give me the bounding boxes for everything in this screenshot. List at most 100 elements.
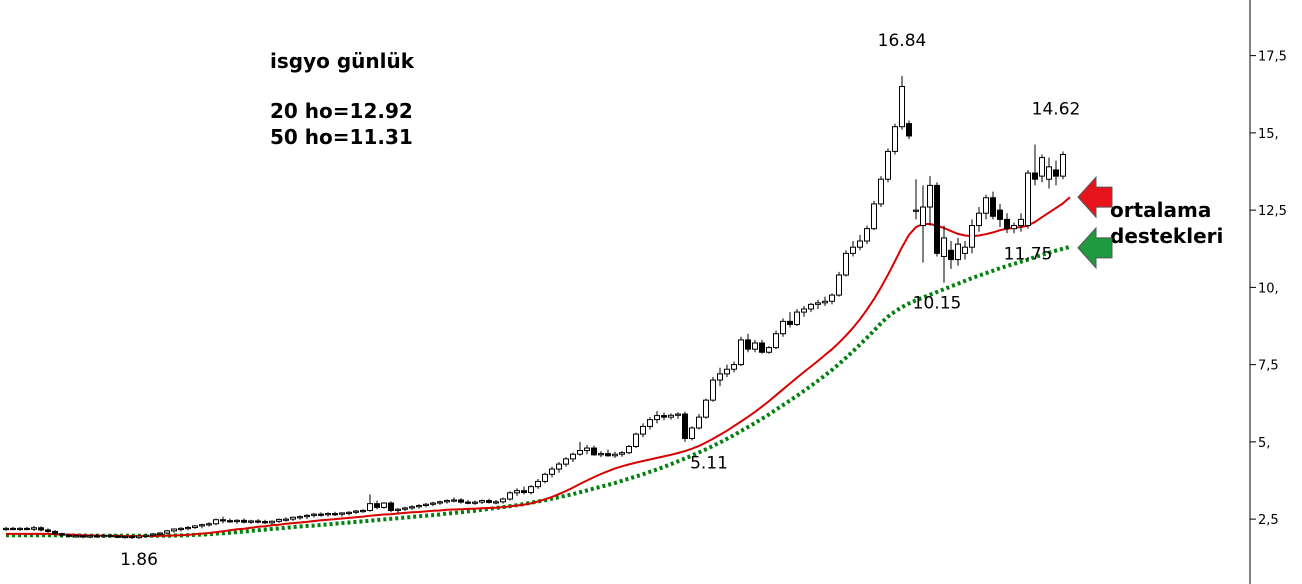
candle-body (360, 509, 366, 513)
candle (360, 509, 366, 513)
candle (24, 526, 30, 531)
candle (1053, 160, 1059, 186)
candle (136, 535, 142, 539)
candle (178, 527, 184, 532)
candle-body (381, 502, 387, 508)
candle-body (52, 530, 58, 535)
candle (647, 417, 653, 430)
candle-body (990, 197, 996, 217)
candle-body (801, 308, 807, 313)
candle (388, 501, 394, 513)
candle (451, 497, 457, 503)
candle-body (178, 527, 184, 531)
candle (598, 451, 604, 458)
candle-body (458, 499, 464, 503)
candle-body (654, 415, 660, 421)
candle-body (416, 505, 422, 508)
candle-body (871, 203, 877, 230)
candle-body (136, 535, 142, 539)
candle-body (325, 513, 331, 516)
candle-body (486, 500, 492, 503)
candle (395, 507, 401, 513)
candle-body (906, 123, 912, 137)
candle-body (346, 511, 352, 515)
candle (52, 529, 58, 536)
candle (276, 518, 282, 523)
candle-body (1039, 157, 1045, 177)
candle-body (836, 274, 842, 296)
candle-body (773, 333, 779, 349)
candle-body (626, 445, 632, 454)
candle (906, 120, 912, 140)
candle-body (731, 364, 737, 370)
candle-body (549, 468, 555, 475)
candle-body (143, 534, 149, 537)
candle (332, 511, 338, 517)
ma50-arrow-icon (1077, 226, 1113, 270)
candle-body (73, 535, 79, 538)
candle-body (38, 527, 44, 531)
candle-body (829, 294, 835, 302)
candle (591, 445, 597, 456)
candle (507, 491, 513, 501)
candle-body (514, 490, 520, 494)
candle-body (430, 502, 436, 505)
candle-body (766, 347, 772, 353)
price-annotation: 10.15 (913, 294, 962, 314)
candle (836, 271, 842, 297)
candle (577, 441, 583, 456)
ma20-label: 20 ho=12.92 (270, 99, 413, 123)
candle-body (794, 311, 800, 325)
candle (934, 182, 940, 257)
candle (878, 176, 884, 208)
candle (962, 241, 968, 260)
candle (668, 413, 674, 420)
candle (444, 499, 450, 504)
candle (724, 364, 730, 377)
candle (1060, 151, 1066, 180)
candle-body (17, 527, 23, 531)
y-tick-label: 17,5 (1258, 50, 1287, 65)
candle (143, 533, 149, 538)
y-axis: 2,5 5, 7,5 10, 12,5 15, 17,5 (1249, 0, 1287, 584)
candle (976, 207, 982, 232)
candle (871, 200, 877, 231)
candle (640, 423, 646, 438)
candle (465, 499, 471, 505)
candle-body (857, 240, 863, 248)
candle (521, 486, 527, 495)
candle-body (185, 526, 191, 530)
candle (675, 412, 681, 419)
candle (864, 225, 870, 245)
candle-body (171, 528, 177, 532)
candle-body (192, 525, 198, 528)
candle-body (815, 302, 821, 305)
candle (374, 500, 380, 510)
candle (486, 498, 492, 504)
candle (430, 501, 436, 507)
candle (66, 533, 72, 538)
candle-body (759, 342, 765, 353)
candle (192, 525, 198, 529)
candle (815, 299, 821, 309)
candle-body (892, 126, 898, 152)
candle (857, 234, 863, 251)
candle (885, 148, 891, 183)
candle-body (780, 320, 786, 335)
candle-body (619, 452, 625, 455)
price-annotation: 11.75 (1004, 244, 1053, 264)
candle (234, 519, 240, 524)
candle-body (87, 535, 93, 538)
candle-body (388, 502, 394, 511)
candle (353, 509, 359, 515)
candle (171, 528, 177, 533)
candle-body (1060, 153, 1066, 177)
candle (990, 191, 996, 220)
candle (458, 498, 464, 504)
price-annotation: 14.62 (1032, 100, 1081, 120)
candle-body (66, 534, 72, 537)
candle-body (913, 209, 919, 212)
candle (892, 123, 898, 155)
candle-body (1032, 172, 1038, 180)
